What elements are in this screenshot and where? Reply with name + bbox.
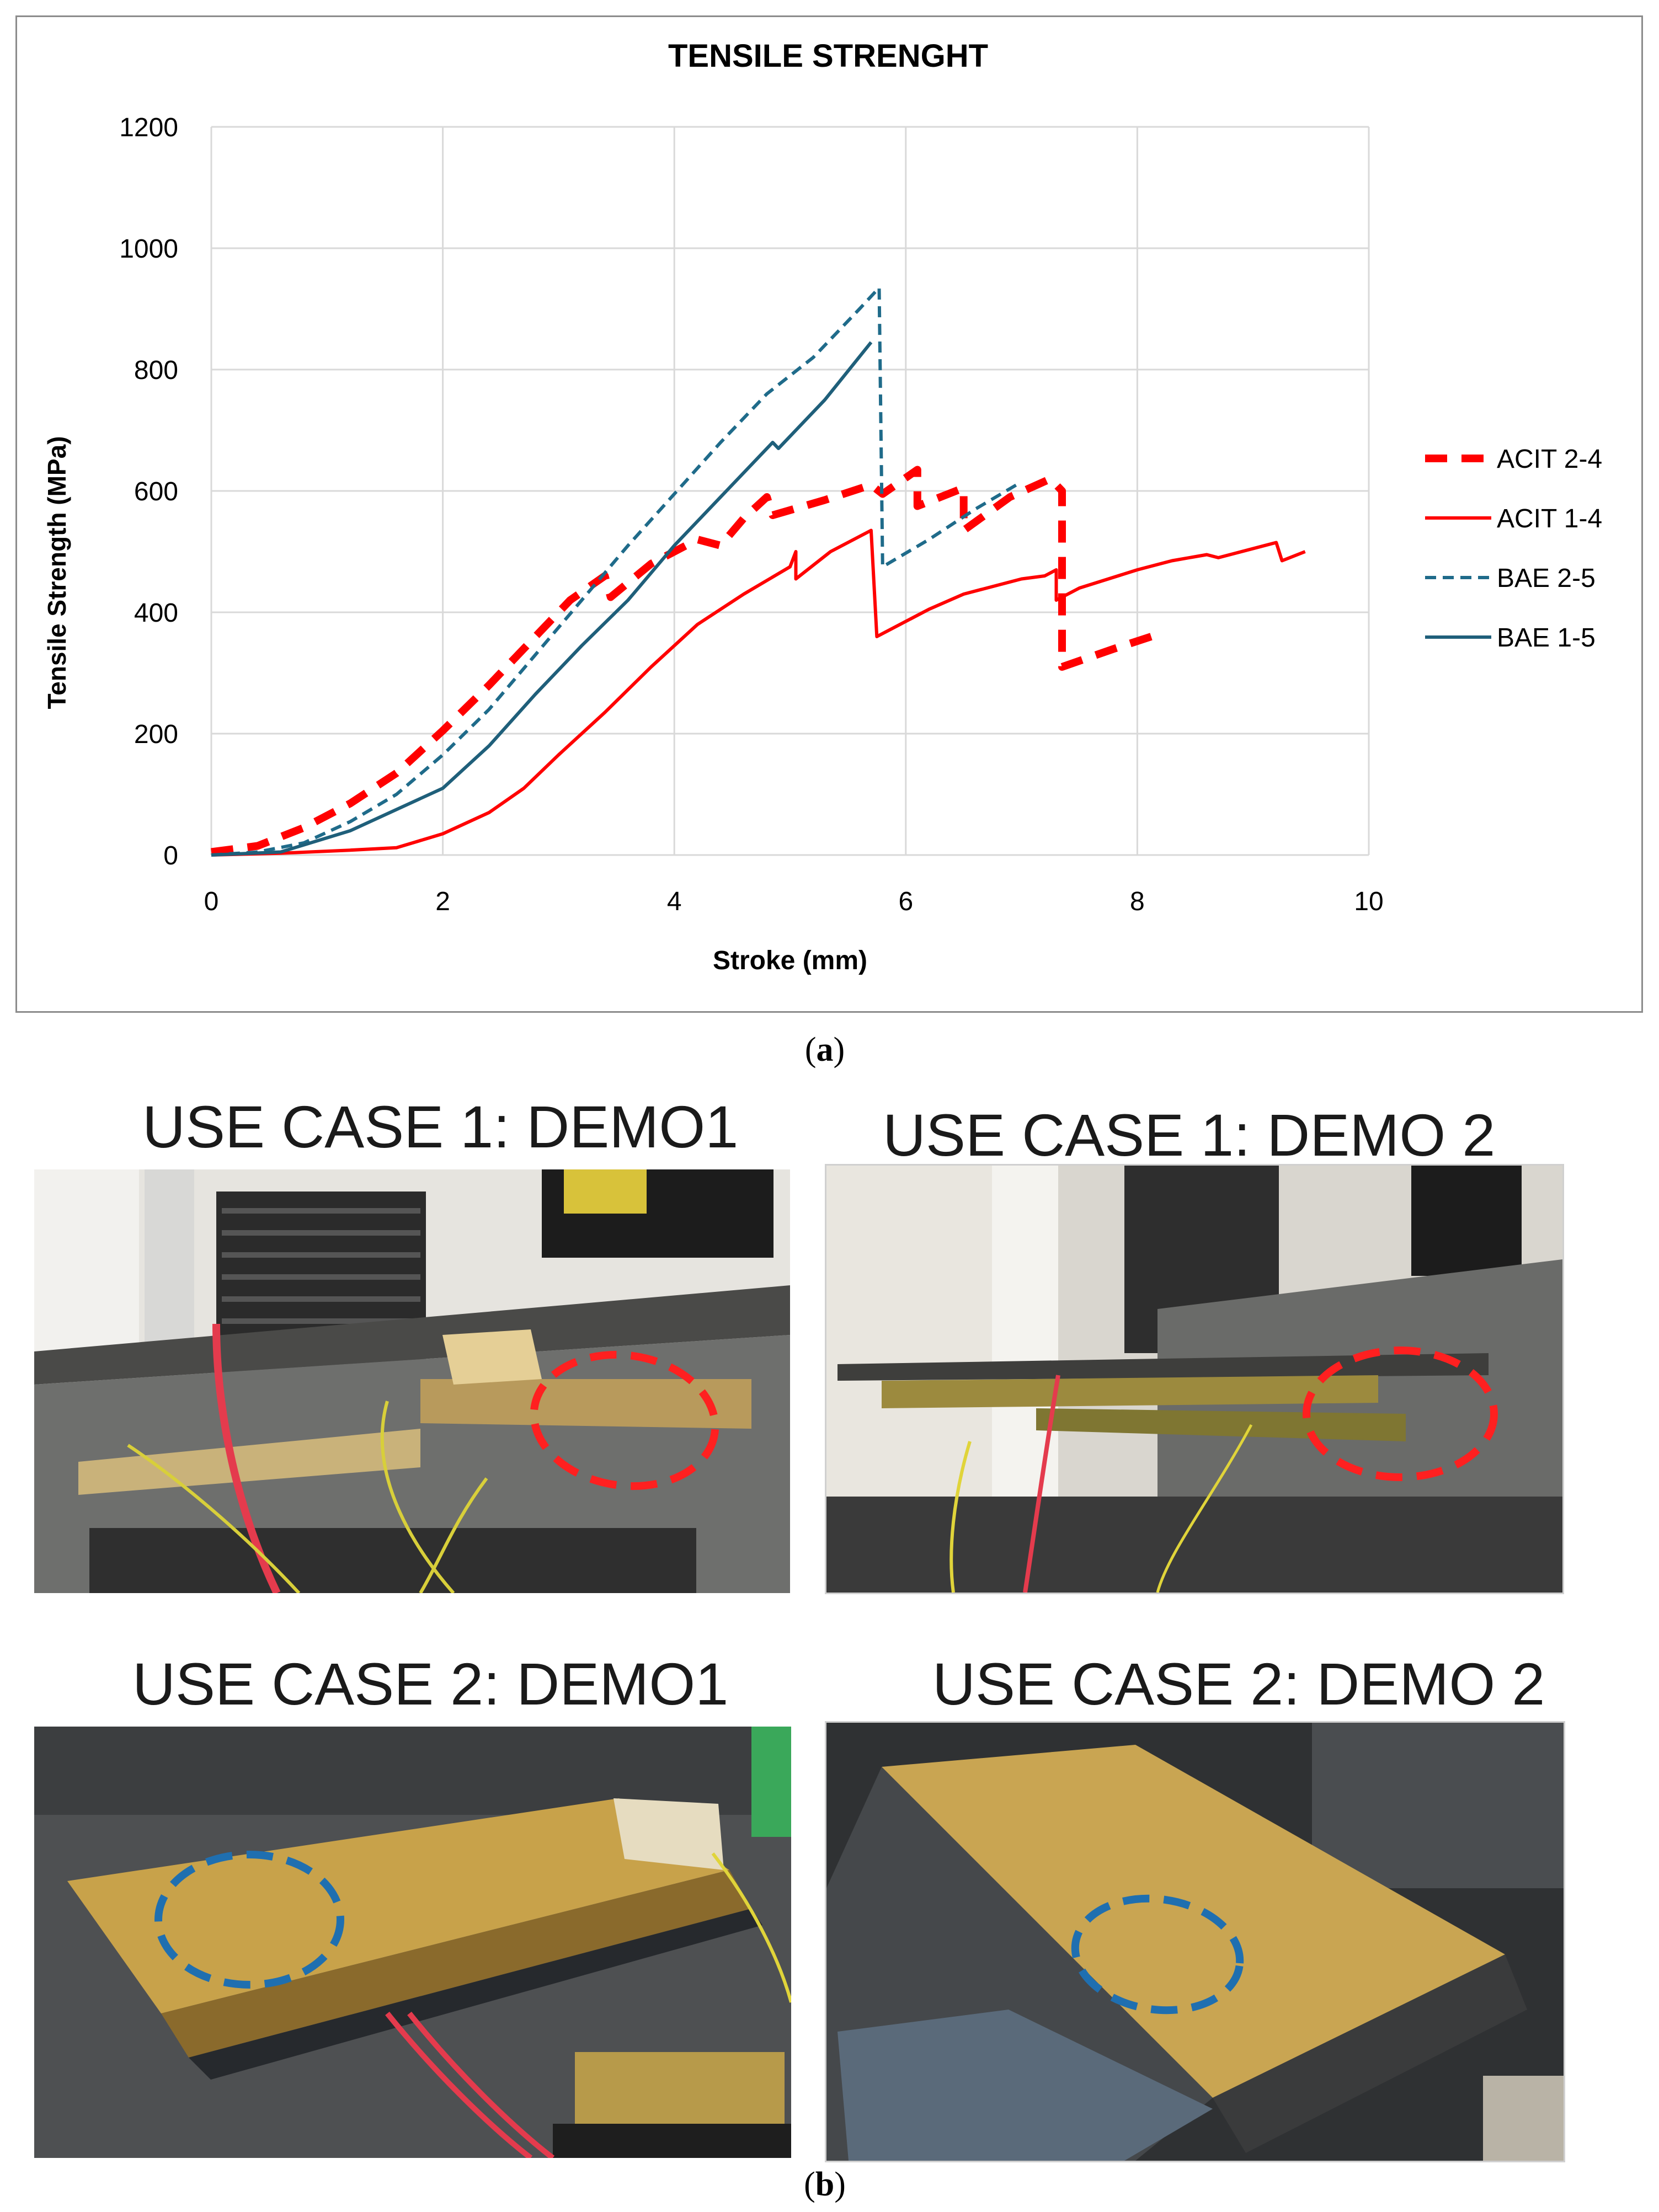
caption-a: (a)	[804, 1031, 845, 1068]
y-tick-label: 0	[163, 841, 178, 870]
legend-label: BAE 1-5	[1497, 623, 1596, 653]
chart-grid	[210, 126, 1370, 856]
photo-uc1-demo1	[34, 1169, 790, 1593]
chart-frame: 0 200 400 600 800 1000 1200 0 2 4 6 8 10 ACIT 2-4 ACI…	[15, 15, 1643, 1013]
y-tick-label: 800	[134, 356, 178, 385]
chart-axes: 0 200 400 600 800 1000 1200 0 2 4 6 8 10	[119, 113, 1383, 916]
y-tick-label: 1200	[119, 113, 178, 142]
caption-a-letter: a	[816, 1031, 834, 1068]
caption-b: (b)	[804, 2166, 846, 2203]
panel-title-uc2-demo1: USE CASE 2: DEMO1	[132, 1650, 729, 1717]
y-tick-label: 600	[134, 477, 178, 506]
legend-label: BAE 2-5	[1497, 564, 1596, 593]
panel-title-uc2-demo2: USE CASE 2: DEMO 2	[932, 1650, 1545, 1717]
chart-series	[211, 286, 1306, 857]
series-line-acit-2-4	[211, 466, 1162, 856]
x-tick-label: 8	[1130, 887, 1145, 916]
caption-b-letter: b	[815, 2166, 835, 2203]
legend-label: ACIT 1-4	[1497, 504, 1602, 533]
series-line-bae-2-5	[211, 286, 1023, 857]
y-tick-label: 200	[134, 720, 178, 749]
x-tick-label: 2	[435, 887, 450, 916]
chart-title: TENSILE STRENGHT	[668, 38, 988, 74]
y-tick-label: 1000	[119, 234, 178, 264]
panel-title-uc1-demo2: USE CASE 1: DEMO 2	[883, 1102, 1496, 1168]
x-tick-label: 0	[204, 887, 219, 916]
series-line-bae-1-5	[211, 341, 873, 857]
y-tick-label: 400	[134, 599, 178, 628]
legend-label: ACIT 2-4	[1497, 445, 1602, 474]
photo-uc1-demo2	[825, 1164, 1564, 1594]
series-line-acit-1-4	[211, 528, 1306, 857]
panel-title-uc1-demo1: USE CASE 1: DEMO1	[142, 1093, 739, 1160]
x-tick-label: 4	[667, 887, 682, 916]
x-axis-label: Stroke (mm)	[713, 946, 867, 975]
y-axis-label: Tensile Strength (MPa)	[42, 436, 71, 709]
x-tick-label: 6	[898, 887, 913, 916]
x-tick-label: 10	[1354, 887, 1383, 916]
photo-uc2-demo2	[825, 1721, 1565, 2162]
photo-uc2-demo1	[34, 1727, 791, 2158]
chart-legend: ACIT 2-4 ACIT 1-4 BAE 2-5 BAE 1-5	[1425, 445, 1602, 653]
